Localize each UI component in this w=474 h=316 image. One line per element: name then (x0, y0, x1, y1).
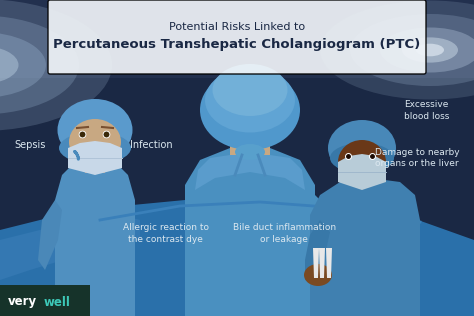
Text: Percutaneous Transhepatic Cholangiogram (PTC): Percutaneous Transhepatic Cholangiogram … (54, 38, 420, 51)
Text: well: well (44, 295, 71, 308)
Bar (0, 285, 90, 316)
Ellipse shape (212, 64, 288, 116)
Ellipse shape (328, 120, 396, 176)
Ellipse shape (0, 15, 79, 114)
Polygon shape (0, 200, 474, 316)
Text: Bile duct inflammation
or leakage: Bile duct inflammation or leakage (233, 223, 336, 244)
Ellipse shape (338, 140, 386, 184)
FancyArrowPatch shape (74, 151, 79, 159)
Polygon shape (38, 200, 62, 270)
Ellipse shape (330, 143, 394, 173)
Bar (85, 155, 105, 173)
Text: very: very (8, 295, 37, 308)
Polygon shape (305, 220, 330, 282)
Ellipse shape (59, 132, 131, 164)
Ellipse shape (402, 37, 458, 63)
Ellipse shape (57, 99, 133, 161)
Bar (230, 125, 270, 155)
Ellipse shape (380, 27, 474, 72)
Text: Sepsis: Sepsis (14, 140, 46, 150)
Ellipse shape (0, 0, 112, 131)
Ellipse shape (320, 1, 474, 100)
Ellipse shape (205, 68, 295, 132)
Ellipse shape (350, 14, 474, 86)
Polygon shape (313, 248, 319, 278)
Text: Infection: Infection (130, 140, 173, 150)
Ellipse shape (416, 44, 444, 56)
Bar (0, 0, 474, 78)
Ellipse shape (235, 144, 265, 160)
Bar (350, 168, 372, 184)
Ellipse shape (200, 70, 300, 150)
Ellipse shape (304, 264, 332, 286)
Text: Damage to nearby
organs or the liver: Damage to nearby organs or the liver (375, 148, 459, 168)
Polygon shape (302, 185, 335, 240)
Polygon shape (319, 248, 325, 278)
Ellipse shape (0, 32, 46, 98)
Text: Excessive
blood loss: Excessive blood loss (404, 100, 449, 121)
Polygon shape (326, 248, 332, 278)
Text: Potential Risks Linked to: Potential Risks Linked to (169, 22, 305, 32)
Polygon shape (195, 152, 305, 190)
Polygon shape (310, 178, 420, 316)
Polygon shape (55, 160, 135, 316)
Polygon shape (0, 215, 140, 316)
Polygon shape (68, 141, 122, 175)
Polygon shape (185, 148, 315, 316)
Polygon shape (338, 154, 386, 190)
Ellipse shape (69, 119, 121, 165)
Ellipse shape (0, 46, 18, 84)
Text: Allergic reaction to
the contrast dye: Allergic reaction to the contrast dye (123, 223, 209, 244)
FancyBboxPatch shape (48, 0, 426, 74)
